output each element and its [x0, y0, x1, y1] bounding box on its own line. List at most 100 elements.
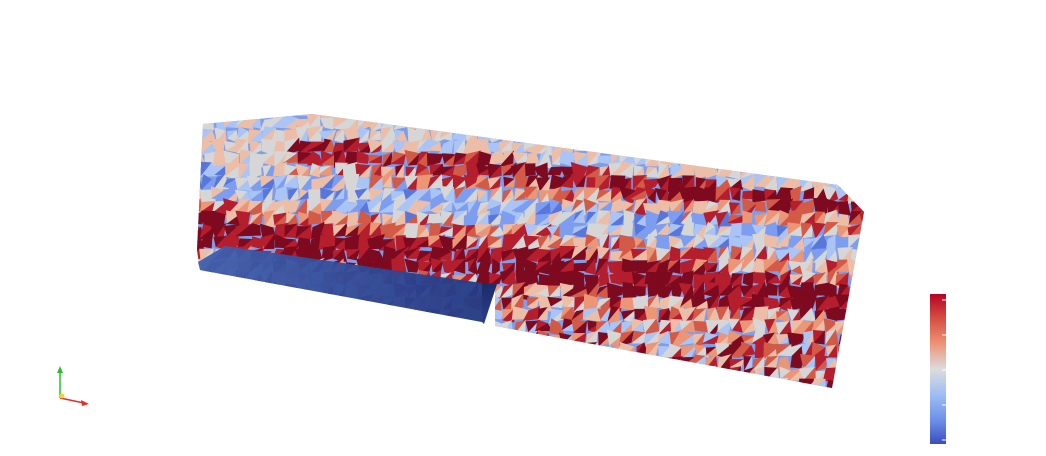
mesh-cell — [594, 367, 614, 382]
mesh-cell — [847, 357, 863, 369]
mesh-cell — [477, 128, 492, 141]
mesh-cell — [298, 114, 313, 117]
mesh-cell — [358, 395, 370, 407]
mesh-cell — [814, 167, 825, 177]
mesh-cell — [274, 355, 287, 368]
mesh-cell — [427, 331, 441, 347]
mesh-cell — [211, 383, 226, 388]
mesh-cell — [811, 130, 830, 142]
mesh-cell — [450, 365, 469, 381]
mesh-cell — [619, 114, 636, 130]
mesh-cell — [649, 394, 658, 402]
mesh-cell — [594, 130, 614, 144]
mesh-cell — [451, 114, 465, 116]
mesh-cell — [402, 382, 419, 388]
mesh-cell — [573, 138, 586, 152]
mesh-cell — [623, 308, 637, 323]
mesh-cell — [428, 377, 445, 388]
mesh-cell — [715, 153, 733, 164]
mesh-cell — [860, 116, 864, 133]
scalar-bar[interactable] — [930, 294, 946, 444]
mesh-cell — [321, 367, 335, 382]
mesh-cell — [622, 377, 633, 388]
mesh-cell — [717, 115, 734, 131]
mesh-cell — [644, 114, 657, 131]
mesh-cell — [850, 142, 864, 156]
mesh-cell — [679, 130, 697, 144]
mesh-cell — [514, 379, 530, 388]
mesh-cell — [262, 284, 275, 296]
mesh-cell — [228, 307, 239, 323]
mesh-cell — [727, 391, 740, 404]
mesh-cell — [394, 356, 407, 369]
mesh-cell — [197, 137, 204, 156]
mesh-cell — [656, 249, 672, 264]
mesh-cell — [296, 294, 311, 312]
mesh-cell — [850, 151, 862, 169]
orientation-axes[interactable] — [57, 366, 89, 406]
mesh-cell — [563, 114, 576, 119]
mesh-cell — [536, 357, 548, 369]
mesh-cell — [851, 395, 862, 407]
mesh-cell — [261, 114, 276, 117]
mesh-cell — [247, 369, 264, 379]
mesh-cell — [573, 367, 588, 384]
mesh-cell — [354, 311, 373, 323]
mesh-cell — [200, 236, 213, 249]
mesh-cell — [646, 393, 658, 403]
mesh-cell — [500, 114, 518, 120]
mesh-cell — [584, 353, 601, 370]
mesh-cell — [466, 394, 478, 406]
mesh-cell — [343, 114, 361, 119]
mesh-cell — [336, 366, 348, 385]
mesh-cell — [307, 214, 322, 225]
mesh-cell — [285, 321, 298, 332]
mesh-cell — [718, 392, 732, 407]
mesh-cell — [330, 378, 350, 388]
mesh-cell — [336, 367, 344, 382]
mesh-cell — [789, 118, 801, 133]
mesh-cell — [859, 203, 864, 213]
mesh-cell — [330, 318, 349, 337]
mesh-cell — [251, 285, 266, 300]
mesh-cell — [248, 295, 263, 312]
mesh-cell — [836, 367, 852, 383]
mesh-surface[interactable] — [187, 102, 877, 408]
mesh-cell — [225, 378, 241, 388]
mesh-cell — [800, 114, 813, 116]
mesh-cell — [210, 355, 230, 368]
mesh-cell — [426, 213, 444, 224]
mesh-cell — [392, 114, 409, 119]
mesh-cell — [732, 395, 744, 406]
mesh-cell — [212, 366, 229, 385]
mesh-cell — [464, 370, 478, 380]
mesh-cell — [427, 114, 441, 119]
mesh-cell — [632, 125, 649, 144]
mesh-cell — [379, 344, 392, 360]
mesh-cell — [646, 114, 660, 121]
mesh-cell — [380, 392, 395, 407]
mesh-cell — [642, 378, 659, 388]
mesh-cell — [262, 390, 275, 403]
mesh-cell — [440, 335, 453, 345]
mesh-cell — [503, 178, 516, 188]
mesh-cell — [331, 320, 349, 336]
mesh-cell — [479, 114, 491, 120]
mesh-cell — [691, 369, 710, 382]
mesh-cell — [407, 152, 421, 166]
mesh-cell — [859, 175, 864, 190]
mesh-cell — [549, 367, 563, 384]
mesh-cell — [836, 395, 852, 408]
mesh-cell — [342, 298, 361, 309]
mesh-cell — [631, 140, 646, 155]
mesh-cell — [597, 393, 612, 405]
mesh-cell — [198, 380, 218, 388]
mesh-cell — [801, 114, 817, 131]
mesh-cell — [859, 317, 864, 333]
mesh-cell — [801, 150, 818, 166]
mesh-cell — [225, 294, 241, 308]
mesh-cell — [478, 354, 491, 371]
mesh-cell — [330, 333, 348, 348]
